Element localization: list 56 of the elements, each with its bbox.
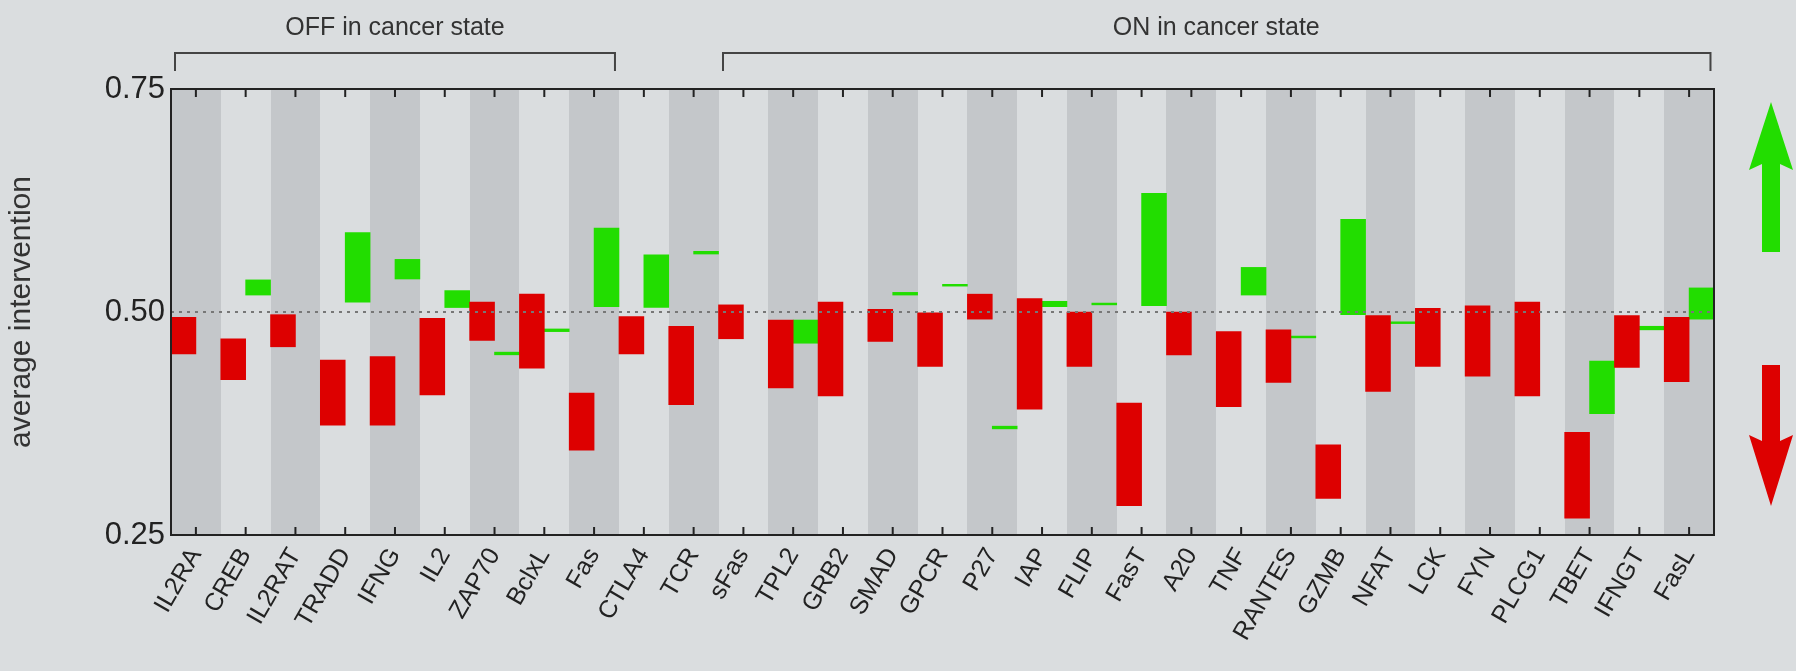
bar (1041, 300, 1068, 307)
bar (593, 227, 620, 307)
x-tick-label: Fas (559, 542, 605, 593)
bar (817, 301, 844, 397)
bar (1340, 218, 1366, 316)
bar (245, 279, 271, 296)
text: OFF in cancer state (284, 12, 506, 41)
bar (967, 293, 993, 320)
bar (867, 308, 894, 342)
bar (1215, 331, 1242, 407)
y-axis-title: average intervention (3, 176, 37, 448)
bar (1514, 301, 1541, 397)
bar (369, 356, 396, 426)
bar (1240, 267, 1267, 296)
bar (568, 392, 595, 451)
bar (1564, 432, 1590, 519)
x-tick-label: IAP (1007, 542, 1053, 592)
x-tick-label: IL2 (413, 542, 456, 587)
bar (171, 317, 197, 355)
bar (344, 232, 371, 303)
bar (319, 359, 346, 426)
bar (1116, 402, 1142, 506)
bar (767, 319, 794, 389)
bar (519, 293, 545, 369)
bar (270, 314, 296, 348)
y-tick-label: 0.50 (104, 292, 165, 328)
bar (1315, 444, 1342, 499)
bar (792, 319, 819, 344)
bar (220, 338, 246, 381)
bar (643, 254, 670, 308)
y-tick-label: 0.25 (104, 515, 165, 551)
bar (618, 316, 645, 355)
bar (1265, 329, 1292, 383)
bar (1066, 311, 1093, 367)
bar (1016, 298, 1043, 410)
bar (444, 290, 470, 308)
bar (469, 301, 495, 341)
bar (917, 312, 943, 367)
bar (668, 325, 694, 406)
bar (693, 251, 719, 255)
bar (718, 304, 744, 340)
bar (1464, 305, 1491, 377)
bar (394, 259, 421, 280)
bar (1589, 360, 1615, 415)
bar (1141, 193, 1167, 307)
bar (1365, 315, 1391, 392)
bar (1390, 321, 1416, 324)
bar (892, 292, 918, 296)
y-tick-label: 0.75 (104, 69, 165, 105)
bar (1166, 311, 1192, 356)
bar (419, 317, 446, 396)
bar (1663, 317, 1690, 382)
bar (1614, 315, 1640, 368)
bar (1688, 287, 1714, 320)
text: ON in cancer state (1111, 12, 1321, 41)
bar (1415, 308, 1441, 367)
